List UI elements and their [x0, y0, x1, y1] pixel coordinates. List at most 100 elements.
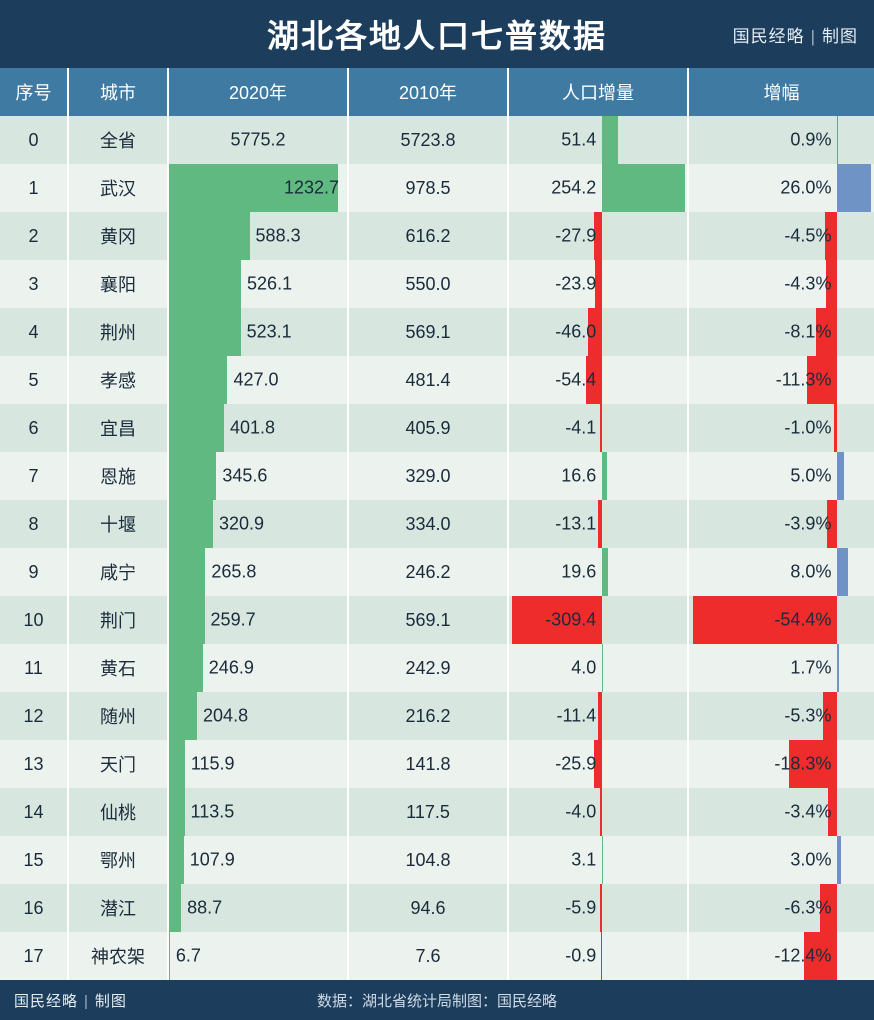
cell-2010: 978.5 — [348, 164, 508, 212]
label-2020: 526.1 — [247, 274, 292, 295]
label-2020: 5775.2 — [230, 130, 285, 151]
credit-brand: 国民经略 — [733, 27, 805, 46]
label-delta: -54.4 — [555, 370, 596, 391]
cell-pct: -8.1% — [688, 308, 874, 356]
cell-delta: 4.0 — [508, 644, 688, 692]
label-pct: -3.4% — [784, 802, 831, 823]
label-2020: 113.5 — [191, 802, 235, 823]
bar-2020 — [169, 788, 185, 836]
cell-pct: -1.0% — [688, 404, 874, 452]
cell-pct: -18.3% — [688, 740, 874, 788]
cell-2010: 5723.8 — [348, 116, 508, 164]
cell-2020: 265.8 — [168, 548, 348, 596]
bar-2020 — [169, 356, 227, 404]
cell-delta: 16.6 — [508, 452, 688, 500]
cell-index: 6 — [0, 404, 68, 452]
label-pct: -4.5% — [784, 226, 831, 247]
bar-delta-neg — [600, 788, 601, 836]
cell-index: 3 — [0, 260, 68, 308]
bar-delta-neg — [598, 500, 602, 548]
bar-delta-pos — [602, 836, 603, 884]
label-pct: -4.3% — [784, 274, 831, 295]
label-pct: -1.0% — [784, 418, 831, 439]
page-title: 湖北各地人口七普数据 — [267, 11, 607, 57]
cell-2020: 107.9 — [168, 836, 348, 884]
cell-city: 神农架 — [68, 932, 168, 980]
label-delta: -309.4 — [545, 610, 596, 631]
bar-delta-neg — [600, 884, 602, 932]
label-2020: 6.7 — [176, 946, 201, 967]
cell-delta: -5.9 — [508, 884, 688, 932]
credit-label: 制图 — [822, 27, 858, 46]
cell-index: 17 — [0, 932, 68, 980]
cell-city: 襄阳 — [68, 260, 168, 308]
table-row: 2黄冈588.3616.2-27.9-4.5% — [0, 212, 874, 260]
cell-city: 全省 — [68, 116, 168, 164]
cell-city: 随州 — [68, 692, 168, 740]
cell-index: 13 — [0, 740, 68, 788]
label-pct: 0.9% — [790, 130, 831, 151]
cell-pct: -3.4% — [688, 788, 874, 836]
cell-city: 武汉 — [68, 164, 168, 212]
cell-2020: 523.1 — [168, 308, 348, 356]
cell-city: 咸宁 — [68, 548, 168, 596]
label-pct: -6.3% — [784, 898, 831, 919]
bar-pct-neg — [834, 404, 837, 452]
table-row: 12随州204.8216.2-11.4-5.3% — [0, 692, 874, 740]
cell-2010: 216.2 — [348, 692, 508, 740]
label-delta: -4.1 — [565, 418, 596, 439]
label-delta: 4.0 — [571, 658, 596, 679]
label-pct: -11.3% — [776, 370, 832, 391]
cell-pct: -6.3% — [688, 884, 874, 932]
bar-delta-pos — [602, 164, 686, 212]
table-row: 15鄂州107.9104.83.13.0% — [0, 836, 874, 884]
label-2020: 1232.7 — [284, 178, 339, 199]
table-row: 13天门115.9141.8-25.9-18.3% — [0, 740, 874, 788]
bar-delta-pos — [602, 644, 603, 692]
cell-2010: 117.5 — [348, 788, 508, 836]
cell-2020: 427.0 — [168, 356, 348, 404]
cell-pct: -54.4% — [688, 596, 874, 644]
cell-2010: 569.1 — [348, 308, 508, 356]
cell-2020: 401.8 — [168, 404, 348, 452]
bar-pct-pos — [837, 548, 848, 596]
bar-pct-pos — [837, 836, 841, 884]
cell-city: 荆州 — [68, 308, 168, 356]
label-delta: 3.1 — [571, 850, 596, 871]
label-pct: -5.3% — [784, 706, 831, 727]
cell-2020: 6.7 — [168, 932, 348, 980]
label-2020: 345.6 — [222, 466, 267, 487]
cell-index: 8 — [0, 500, 68, 548]
label-2020: 259.7 — [211, 610, 256, 631]
bar-2020 — [169, 884, 181, 932]
cell-2010: 141.8 — [348, 740, 508, 788]
table-wrap: 国民经略 国民经略 序号 城市 2020年 2010年 人口增量 增幅 0全省5… — [0, 68, 874, 980]
label-pct: -3.9% — [784, 514, 831, 535]
cell-2010: 569.1 — [348, 596, 508, 644]
label-2020: 427.0 — [233, 370, 278, 391]
label-pct: 8.0% — [790, 562, 831, 583]
table-row: 10荆门259.7569.1-309.4-54.4% — [0, 596, 874, 644]
bar-2020 — [169, 836, 184, 884]
label-delta: -13.1 — [555, 514, 596, 535]
bar-2020 — [169, 500, 213, 548]
bar-2020 — [169, 740, 185, 788]
cell-2020: 115.9 — [168, 740, 348, 788]
bar-2020 — [169, 932, 170, 980]
label-pct: -8.1% — [784, 322, 831, 343]
cell-pct: 1.7% — [688, 644, 874, 692]
cell-2020: 345.6 — [168, 452, 348, 500]
label-pct: -54.4% — [774, 610, 831, 631]
table-header: 序号 城市 2020年 2010年 人口增量 增幅 — [0, 68, 874, 116]
cell-delta: -4.0 — [508, 788, 688, 836]
table-row: 4荆州523.1569.1-46.0-8.1% — [0, 308, 874, 356]
col-header-city: 城市 — [68, 68, 168, 116]
cell-pct: 8.0% — [688, 548, 874, 596]
cell-index: 7 — [0, 452, 68, 500]
cell-city: 天门 — [68, 740, 168, 788]
cell-index: 10 — [0, 596, 68, 644]
cell-index: 12 — [0, 692, 68, 740]
label-2020: 115.9 — [191, 754, 235, 775]
label-pct: 1.7% — [790, 658, 831, 679]
cell-2010: 246.2 — [348, 548, 508, 596]
